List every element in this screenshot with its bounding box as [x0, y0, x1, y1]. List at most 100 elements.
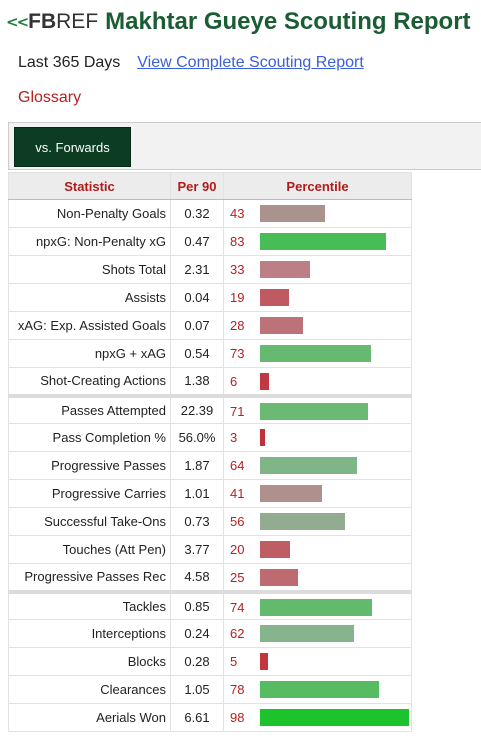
stat-name: Progressive Passes Rec [8, 563, 171, 592]
fbref-logo-icon: << [6, 13, 29, 31]
per90-value: 3.77 [170, 535, 224, 564]
percentile-cell: 20 [223, 535, 412, 564]
percentile-bar [260, 317, 303, 334]
percentile-value: 71 [230, 403, 245, 419]
percentile-bar [260, 541, 290, 558]
per90-value: 0.54 [170, 339, 224, 368]
percentile-cell: 25 [223, 563, 412, 592]
percentile-value: 64 [230, 458, 245, 473]
stat-name: Interceptions [8, 619, 171, 648]
report-subheader: Last 365 Days View Complete Scouting Rep… [18, 54, 364, 72]
percentile-value: 74 [230, 599, 245, 615]
stat-name: npxG + xAG [8, 339, 171, 368]
per90-value: 1.01 [170, 479, 224, 508]
percentile-value: 3 [230, 430, 238, 445]
page-header: << FB REF Makhtar Gueye Scouting Report [6, 8, 471, 36]
stat-name: Non-Penalty Goals [8, 199, 171, 228]
per90-value: 0.24 [170, 619, 224, 648]
per90-value: 0.07 [170, 311, 224, 340]
percentile-bar [260, 598, 372, 616]
percentile-bar [260, 402, 368, 420]
percentile-cell: 83 [223, 227, 412, 256]
table-row: Progressive Passes 1.87 64 [8, 451, 412, 480]
stat-name: Shot-Creating Actions [8, 367, 171, 396]
percentile-value: 62 [230, 626, 245, 641]
percentile-cell: 3 [223, 423, 412, 452]
header-per90[interactable]: Per 90 [170, 172, 224, 200]
stat-name: Pass Completion % [8, 423, 171, 452]
percentile-value: 78 [230, 682, 245, 697]
scouting-table: Statistic Per 90 Percentile Non-Penalty … [8, 172, 412, 732]
percentile-value: 20 [230, 542, 245, 557]
table-row: Assists 0.04 19 [8, 283, 412, 312]
table-row: Passes Attempted 22.39 71 [8, 393, 412, 424]
percentile-bar [260, 205, 325, 222]
stat-name: Touches (Att Pen) [8, 535, 171, 564]
table-row: Tackles 0.85 74 [8, 589, 412, 620]
percentile-value: 6 [230, 374, 238, 389]
percentile-cell: 98 [223, 703, 412, 732]
percentile-bar [260, 261, 310, 278]
glossary-link[interactable]: Glossary [18, 89, 82, 106]
table-row: npxG + xAG 0.54 73 [8, 339, 412, 368]
logo-ref-text: REF [56, 10, 99, 33]
percentile-value: 43 [230, 206, 245, 221]
per90-value: 1.38 [170, 367, 224, 396]
logo-fb-text: FB [28, 10, 57, 33]
percentile-bar [260, 681, 379, 698]
percentile-value: 98 [230, 710, 245, 725]
percentile-value: 41 [230, 486, 245, 501]
percentile-bar [260, 345, 371, 362]
per90-value: 56.0% [170, 423, 224, 452]
table-row: Shots Total 2.31 33 [8, 255, 412, 284]
percentile-value: 28 [230, 318, 245, 333]
header-percentile[interactable]: Percentile [223, 172, 412, 200]
percentile-cell: 56 [223, 507, 412, 536]
percentile-value: 33 [230, 262, 245, 277]
percentile-cell: 28 [223, 311, 412, 340]
percentile-cell: 74 [223, 589, 412, 620]
percentile-value: 25 [230, 570, 245, 585]
position-filter-bar: vs. Forwards [8, 122, 481, 170]
stat-name: Successful Take-Ons [8, 507, 171, 536]
stat-name: Shots Total [8, 255, 171, 284]
percentile-bar [260, 289, 289, 306]
per90-value: 1.05 [170, 675, 224, 704]
table-row: Successful Take-Ons 0.73 56 [8, 507, 412, 536]
header-statistic[interactable]: Statistic [8, 172, 171, 200]
percentile-cell: 64 [223, 451, 412, 480]
percentile-cell: 73 [223, 339, 412, 368]
stat-name: Progressive Passes [8, 451, 171, 480]
stat-name: xAG: Exp. Assisted Goals [8, 311, 171, 340]
percentile-cell: 43 [223, 199, 412, 228]
stat-name: Assists [8, 283, 171, 312]
per90-value: 0.32 [170, 199, 224, 228]
per90-value: 0.28 [170, 647, 224, 676]
table-row: Non-Penalty Goals 0.32 43 [8, 199, 412, 228]
per90-value: 4.58 [170, 563, 224, 592]
percentile-bar [260, 457, 357, 474]
complete-report-link[interactable]: View Complete Scouting Report [137, 54, 364, 71]
stat-name: Tackles [8, 589, 171, 620]
per90-value: 0.73 [170, 507, 224, 536]
tab-vs-forwards[interactable]: vs. Forwards [14, 127, 131, 167]
percentile-cell: 62 [223, 619, 412, 648]
percentile-bar [260, 653, 268, 670]
percentile-cell: 78 [223, 675, 412, 704]
table-row: xAG: Exp. Assisted Goals 0.07 28 [8, 311, 412, 340]
percentile-value: 56 [230, 514, 245, 529]
table-body: Non-Penalty Goals 0.32 43 npxG: Non-Penalty… [8, 199, 412, 732]
table-row: Clearances 1.05 78 [8, 675, 412, 704]
stat-name: Blocks [8, 647, 171, 676]
percentile-bar [260, 513, 345, 530]
percentile-bar [260, 429, 265, 446]
stat-name: Progressive Carries [8, 479, 171, 508]
percentile-cell: 5 [223, 647, 412, 676]
table-row: Progressive Carries 1.01 41 [8, 479, 412, 508]
table-row: Touches (Att Pen) 3.77 20 [8, 535, 412, 564]
fbref-logo[interactable]: << FB REF [6, 10, 98, 34]
percentile-value: 19 [230, 290, 245, 305]
percentile-cell: 6 [223, 367, 412, 396]
table-row: Blocks 0.28 5 [8, 647, 412, 676]
per90-value: 2.31 [170, 255, 224, 284]
